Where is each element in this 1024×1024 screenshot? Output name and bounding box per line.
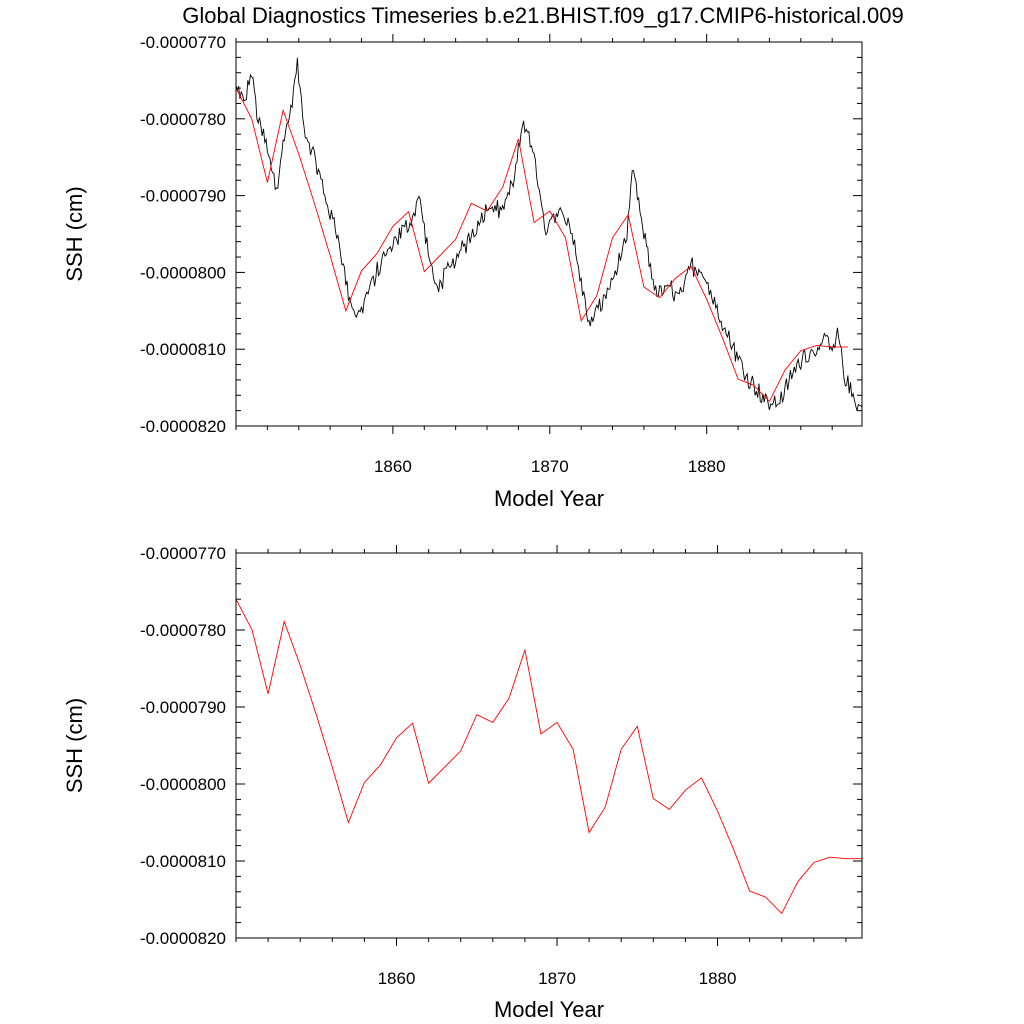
x-tick-label: 1860 [378,969,416,988]
y-tick-label: -0.0000770 [140,544,226,563]
x-tick-label: 1870 [538,969,576,988]
y-tick-label: -0.0000820 [140,417,226,436]
figure-title: Global Diagnostics Timeseries b.e21.BHIS… [182,3,903,28]
y-tick-label: -0.0000780 [140,110,226,129]
top-x-axis-label: Model Year [494,486,604,511]
y-tick-label: -0.0000770 [140,33,226,52]
x-tick-label: 1870 [531,457,569,476]
y-tick-label: -0.0000800 [140,775,226,794]
top-plot-frame [235,41,863,427]
bottom-panel-ticks [235,545,862,946]
y-tick-label: -0.0000820 [140,929,226,948]
bottom-smooth-series-line [235,598,862,915]
x-tick-label: 1860 [374,457,412,476]
top-raw-series-line [235,57,863,411]
top-smooth-series-line [235,87,848,403]
x-tick-label: 1880 [699,969,737,988]
bottom-y-axis-label: SSH (cm) [62,698,87,793]
y-tick-label: -0.0000810 [140,852,226,871]
bottom-tick-labels: 1860 1870 1880 -0.0000770 -0.0000780 -0.00007… [140,544,736,988]
top-panel: 1860 1870 1880 -0.0000770 -0.0000780 -0.00007… [62,33,863,511]
y-tick-label: -0.0000790 [140,187,226,206]
top-y-axis-label: SSH (cm) [62,186,87,281]
top-tick-labels: 1860 1870 1880 -0.0000770 -0.0000780 -0.00007… [140,33,726,476]
y-tick-label: -0.0000810 [140,340,226,359]
x-tick-label: 1880 [688,457,726,476]
y-tick-label: -0.0000800 [140,263,226,282]
bottom-x-axis-label: Model Year [494,997,604,1022]
bottom-plot-frame [235,552,863,939]
bottom-panel: 1860 1870 1880 -0.0000770 -0.0000780 -0.00007… [62,544,863,1022]
y-tick-label: -0.0000790 [140,698,226,717]
y-tick-label: -0.0000780 [140,621,226,640]
